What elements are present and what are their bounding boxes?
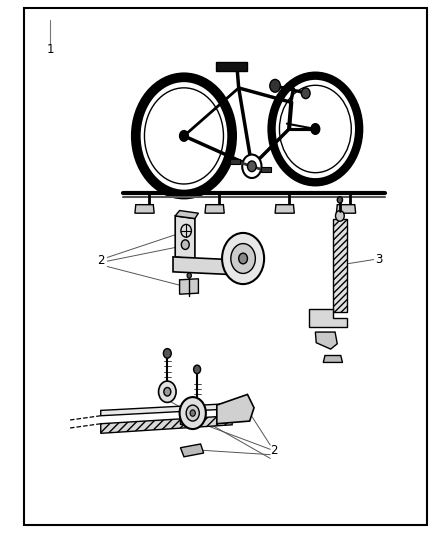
Circle shape [186,405,199,421]
Polygon shape [205,205,224,213]
Circle shape [180,397,206,429]
Polygon shape [323,356,343,362]
Polygon shape [217,394,254,424]
Polygon shape [175,211,198,219]
Circle shape [270,79,280,92]
Circle shape [194,365,201,374]
Polygon shape [180,444,204,457]
Polygon shape [173,257,230,274]
Circle shape [145,88,223,184]
Circle shape [231,244,255,273]
Bar [261,167,271,172]
Polygon shape [175,216,195,260]
Polygon shape [101,416,232,433]
Text: 1: 1 [46,43,54,56]
Circle shape [181,240,189,249]
Circle shape [239,253,247,264]
Circle shape [222,233,264,284]
Polygon shape [216,62,247,71]
Polygon shape [275,205,294,213]
Circle shape [336,211,344,221]
Circle shape [187,273,191,278]
Polygon shape [180,279,198,294]
Circle shape [272,76,359,182]
Circle shape [301,88,310,99]
Circle shape [247,161,256,172]
Text: 3: 3 [375,253,382,266]
Bar [180,408,191,424]
Circle shape [181,224,191,237]
Bar [230,159,240,164]
Circle shape [337,197,343,203]
Circle shape [279,85,351,173]
Polygon shape [101,403,232,416]
Polygon shape [135,205,154,213]
Polygon shape [336,205,356,213]
Circle shape [190,410,195,416]
Bar [333,219,347,312]
Circle shape [242,155,261,178]
Circle shape [182,407,191,417]
Text: 2: 2 [97,254,105,266]
Circle shape [180,131,188,141]
Circle shape [164,387,171,396]
Polygon shape [315,332,337,349]
Circle shape [163,349,171,358]
Polygon shape [309,309,347,327]
Text: 2: 2 [270,444,278,457]
Circle shape [159,381,176,402]
Circle shape [311,124,320,134]
Circle shape [136,77,232,195]
